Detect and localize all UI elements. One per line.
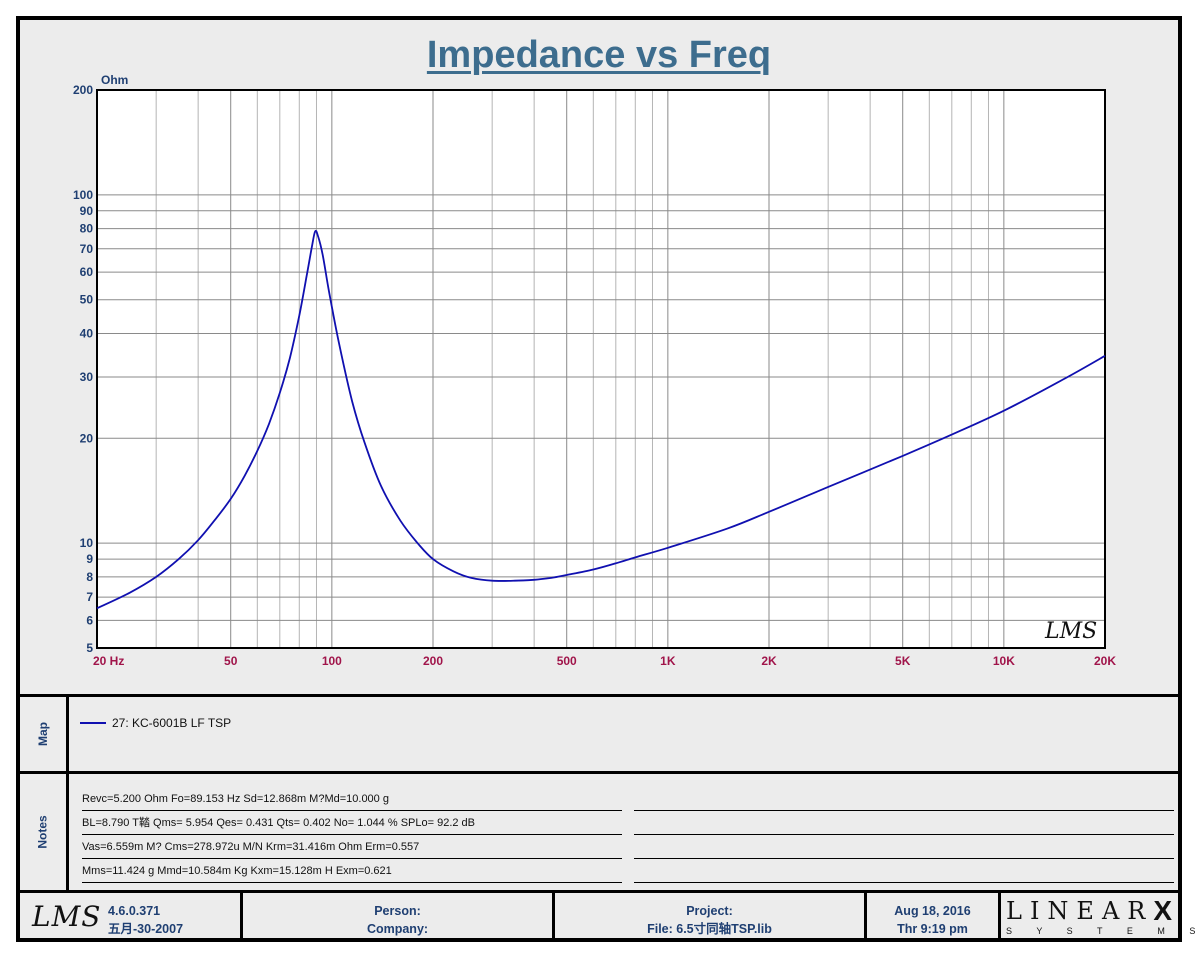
- person-company-cell: Person: Company:: [243, 902, 552, 946]
- x-tick-label: 1K: [660, 654, 676, 668]
- notes-side-label: Notes: [20, 774, 66, 890]
- footer-divider: [240, 893, 243, 942]
- y-tick-label: 10: [80, 536, 94, 550]
- x-tick-label: 2K: [761, 654, 777, 668]
- legend-label: 27: KC-6001B LF TSP: [112, 716, 232, 730]
- map-label: Map: [36, 722, 50, 746]
- legend-swatch: [80, 722, 106, 724]
- map-side-label: Map: [20, 697, 66, 771]
- y-tick-label: 9: [86, 552, 93, 566]
- note-row: Revc=5.200 Ohm Fo=89.153 Hz Sd=12.868m M…: [82, 790, 622, 811]
- map-vertical-divider: [66, 697, 69, 771]
- datetime-cell: Aug 18, 2016 Thr 9:19 pm: [867, 902, 998, 946]
- brand-x: X: [1153, 895, 1173, 926]
- divider-graph-map: [20, 694, 1178, 697]
- y-tick-label: 8: [86, 570, 93, 584]
- y-tick-label: 100: [73, 188, 93, 202]
- footer-divider: [998, 893, 1001, 942]
- chart-title: Impedance vs Freq: [426, 34, 772, 76]
- x-tick-label: 20 Hz: [93, 654, 124, 668]
- date-label: Aug 18, 2016: [894, 904, 971, 918]
- plot-background: [97, 90, 1105, 648]
- divider-notes-footer: [20, 890, 1178, 893]
- y-tick-label: 5: [86, 641, 93, 655]
- note-row: Mms=11.424 g Mmd=10.584m Kg Kxm=15.128m …: [82, 862, 622, 883]
- y-tick-label: 40: [80, 326, 94, 340]
- lms-logo: LMS: [32, 900, 102, 933]
- x-tick-label: 20K: [1094, 654, 1116, 668]
- note-blank-line: [634, 814, 1174, 835]
- x-tick-label: 100: [322, 654, 342, 668]
- linearx-logo: LINEAR X S Y S T E M S: [1006, 895, 1200, 942]
- x-tick-label: 50: [224, 654, 238, 668]
- y-tick-label: 200: [73, 83, 93, 97]
- version-info: 4.6.0.371 五月-30-2007: [108, 902, 183, 938]
- y-tick-label: 7: [86, 590, 93, 604]
- y-tick-label: 30: [80, 370, 94, 384]
- note-row: BL=8.790 T鞜 Qms= 5.954 Qes= 0.431 Qts= 0…: [82, 814, 622, 835]
- impedance-chart: Ohm 200 100 90 80 70 60 50 40 30 20 10 9 8 7 6 520 Hz 50 1…: [73, 73, 1116, 668]
- note-blank-line: [634, 838, 1174, 859]
- divider-map-notes: [20, 771, 1178, 774]
- y-tick-label: 50: [80, 293, 94, 307]
- y-tick-label: 60: [80, 265, 94, 279]
- brand-subtitle: S Y S T E M S: [1006, 926, 1200, 936]
- x-tick-label: 10K: [993, 654, 1015, 668]
- report-frame: Impedance vs Freq Ohm 200 100 90 80 70 60 50 40 3…: [16, 16, 1200, 942]
- file-label: File: 6.5寸同轴TSP.lib: [647, 922, 772, 936]
- project-label: Project:: [686, 904, 733, 918]
- y-axis-unit-label: Ohm: [101, 73, 128, 87]
- y-tick-label: 90: [80, 204, 94, 218]
- version-number: 4.6.0.371: [108, 904, 161, 918]
- graph-section: Impedance vs Freq Ohm 200 100 90 80 70 60 50 40 3…: [20, 20, 1178, 694]
- y-tick-label: 70: [80, 242, 94, 256]
- footer-divider: [552, 893, 555, 942]
- note-blank-line: [634, 862, 1174, 883]
- y-tick-label: 80: [80, 222, 94, 236]
- time-label: Thr 9:19 pm: [897, 922, 968, 936]
- note-blank-line: [634, 790, 1174, 811]
- brand-name: LINEAR: [1006, 897, 1154, 925]
- y-tick-label: 20: [80, 431, 94, 445]
- person-label: Person:: [374, 904, 421, 918]
- x-tick-label: 500: [557, 654, 577, 668]
- company-label: Company:: [366, 922, 429, 936]
- build-date: 五月-30-2007: [108, 922, 184, 936]
- x-tick-label: 200: [423, 654, 443, 668]
- x-tick-label: 5K: [895, 654, 911, 668]
- legend-entry: 27: KC-6001B LF TSP: [80, 716, 231, 730]
- plot-border: [96, 89, 1106, 649]
- notes-label: Notes: [36, 815, 50, 849]
- y-tick-label: 6: [86, 613, 93, 627]
- lms-watermark: LMS: [1044, 619, 1097, 644]
- note-row: Vas=6.559m M? Cms=278.972u M/N Krm=31.41…: [82, 838, 622, 859]
- impedance-series-line: [96, 229, 1106, 610]
- notes-vertical-divider: [66, 774, 69, 890]
- footer-divider: [864, 893, 867, 942]
- project-cell: Project: File: 6.5寸同轴TSP.lib: [555, 902, 864, 946]
